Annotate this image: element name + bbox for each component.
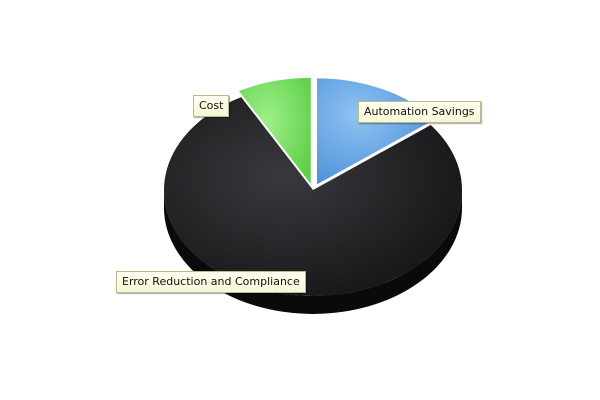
slice-label-automation-savings: Automation Savings [358, 101, 481, 123]
slice-error-reduction[interactable] [164, 97, 463, 297]
slice-label-cost: Cost [193, 95, 230, 117]
slice-label-error-reduction: Error Reduction and Compliance [116, 271, 306, 293]
slice-cost[interactable] [238, 77, 311, 184]
